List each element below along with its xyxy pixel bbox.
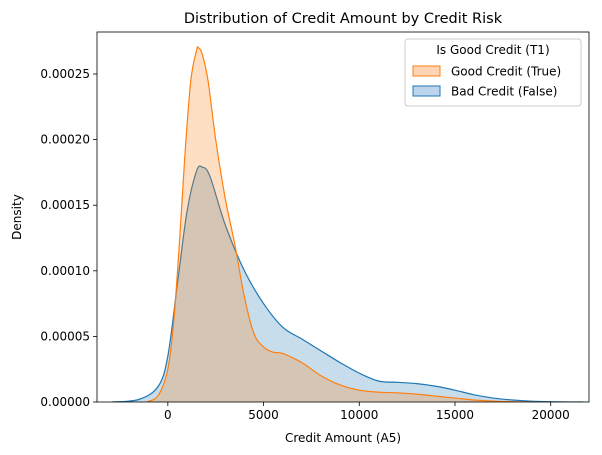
x-axis: 0 5000 10000 15000 20000 — [164, 402, 570, 422]
plot-frame — [96, 31, 590, 403]
x-tick-label: 20000 — [532, 408, 570, 422]
legend-box — [404, 38, 582, 107]
area-good-credit-true — [146, 46, 536, 402]
y-axis-label: Density — [10, 194, 24, 240]
legend-label-bad-credit-false: Bad Credit (False) — [451, 85, 557, 99]
line-good-credit-true — [146, 46, 536, 402]
legend-swatch-bad-credit-false — [412, 85, 441, 97]
plot-area — [112, 46, 584, 402]
y-tick-label: 0.00020 — [40, 133, 90, 147]
legend-entries: Good Credit (True) Bad Credit (False) — [412, 65, 561, 99]
x-tick-label: 10000 — [340, 408, 378, 422]
y-tick-label: 0.00000 — [40, 395, 90, 409]
legend-title: Is Good Credit (T1) — [436, 43, 549, 57]
x-tick-label: 0 — [164, 408, 172, 422]
y-axis: 0.00000 0.00005 0.00010 0.00015 0.00020 0.000… — [40, 67, 97, 409]
y-tick-label: 0.00010 — [40, 264, 90, 278]
line-bad-credit-false — [112, 165, 584, 402]
y-tick-label: 0.00025 — [40, 67, 90, 81]
legend-swatch-good-credit-true — [412, 65, 441, 77]
area-bad-credit-false — [112, 165, 584, 402]
x-tick-label: 5000 — [248, 408, 279, 422]
y-tick-label: 0.00005 — [40, 329, 90, 343]
chart-title: Distribution of Credit Amount by Credit … — [184, 11, 503, 27]
legend: Is Good Credit (T1) Good Credit (True) Ba… — [404, 38, 582, 107]
x-tick-label: 15000 — [436, 408, 474, 422]
y-tick-label: 0.00015 — [40, 198, 90, 212]
legend-label-good-credit-true: Good Credit (True) — [451, 65, 561, 79]
x-axis-label: Credit Amount (A5) — [285, 431, 401, 445]
